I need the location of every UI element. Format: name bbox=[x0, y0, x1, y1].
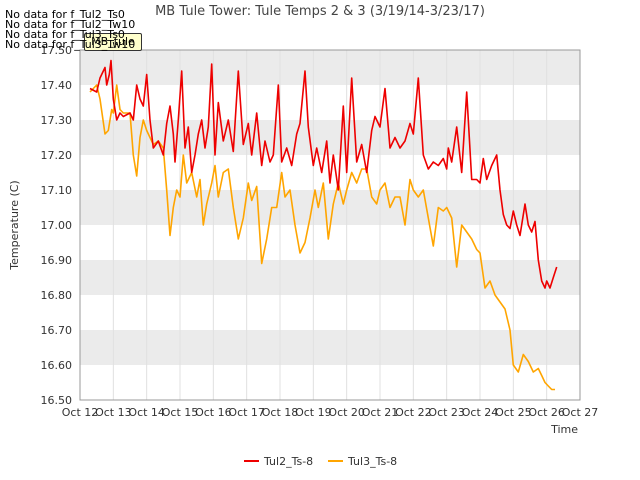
plot-band bbox=[80, 295, 580, 330]
x-tick-label: Oct 13 bbox=[95, 406, 132, 419]
x-tick-label: Oct 27 bbox=[562, 406, 599, 419]
series-line-tul2-ts-8 bbox=[89, 59, 558, 289]
plot-band bbox=[80, 155, 580, 190]
y-tick-labels: 16.50 16.60 16.70 16.80 16.90 17.00 17.10 17.20… bbox=[41, 44, 73, 407]
plot-band bbox=[80, 190, 580, 225]
legend-label-tul2[interactable]: Tul2_Ts-8 bbox=[263, 455, 313, 468]
y-tick-label: 17.40 bbox=[41, 79, 73, 92]
no-data-message: No data for f_Tul2_Ts0 bbox=[5, 8, 125, 21]
plot-bands bbox=[80, 50, 580, 400]
y-tick-label: 17.50 bbox=[41, 44, 73, 57]
x-tick-label: Oct 12 bbox=[62, 406, 99, 419]
no-data-message: No data for f_Tul3_Ts0 bbox=[5, 28, 125, 41]
series-lines bbox=[89, 59, 558, 391]
plot-band bbox=[80, 120, 580, 155]
plot-band bbox=[80, 260, 580, 295]
y-tick-label: 16.60 bbox=[41, 359, 73, 372]
x-tick-label: Oct 25 bbox=[495, 406, 532, 419]
y-tick-label: 17.10 bbox=[41, 184, 73, 197]
x-tick-label: Oct 18 bbox=[262, 406, 299, 419]
x-tick-label: Oct 17 bbox=[228, 406, 265, 419]
plot-band bbox=[80, 85, 580, 120]
y-axis-label: Temperature (C) bbox=[8, 180, 21, 270]
x-tick-label: Oct 19 bbox=[295, 406, 332, 419]
plot-band bbox=[80, 330, 580, 365]
x-tick-label: Oct 20 bbox=[328, 406, 365, 419]
x-tick-label: Oct 24 bbox=[462, 406, 499, 419]
x-tick-label: Oct 15 bbox=[162, 406, 199, 419]
x-tick-label: Oct 16 bbox=[195, 406, 232, 419]
x-tick-label: Oct 26 bbox=[528, 406, 565, 419]
x-tick-label: Oct 22 bbox=[395, 406, 432, 419]
x-tick-label: Oct 21 bbox=[362, 406, 399, 419]
y-tick-label: 16.80 bbox=[41, 289, 73, 302]
no-data-message: No data for f_Tul2_Tw10 bbox=[5, 18, 136, 31]
legend: Tul2_Ts-8 Tul3_Ts-8 bbox=[244, 455, 397, 468]
x-tick-label: Oct 23 bbox=[428, 406, 465, 419]
y-tick-label: 17.30 bbox=[41, 114, 73, 127]
tooltip-box: MB_tule bbox=[84, 33, 142, 51]
y-tick-label: 16.70 bbox=[41, 324, 73, 337]
x-tick-label: Oct 14 bbox=[128, 406, 165, 419]
legend-label-tul3[interactable]: Tul3_Ts-8 bbox=[347, 455, 397, 468]
plot-band bbox=[80, 365, 580, 400]
plot-band bbox=[80, 50, 580, 85]
plot-frame bbox=[79, 49, 581, 401]
y-tick-label: 16.50 bbox=[41, 394, 73, 407]
y-tick-label: 17.20 bbox=[41, 149, 73, 162]
chart-title: MB Tule Tower: Tule Temps 2 & 3 (3/19/14… bbox=[155, 4, 485, 19]
y-tick-label: 17.00 bbox=[41, 219, 73, 232]
no-data-message: No data for f_Tul3_Tw10 bbox=[5, 38, 136, 51]
x-axis-label: Time bbox=[550, 423, 578, 436]
y-tick-label: 16.90 bbox=[41, 254, 73, 267]
